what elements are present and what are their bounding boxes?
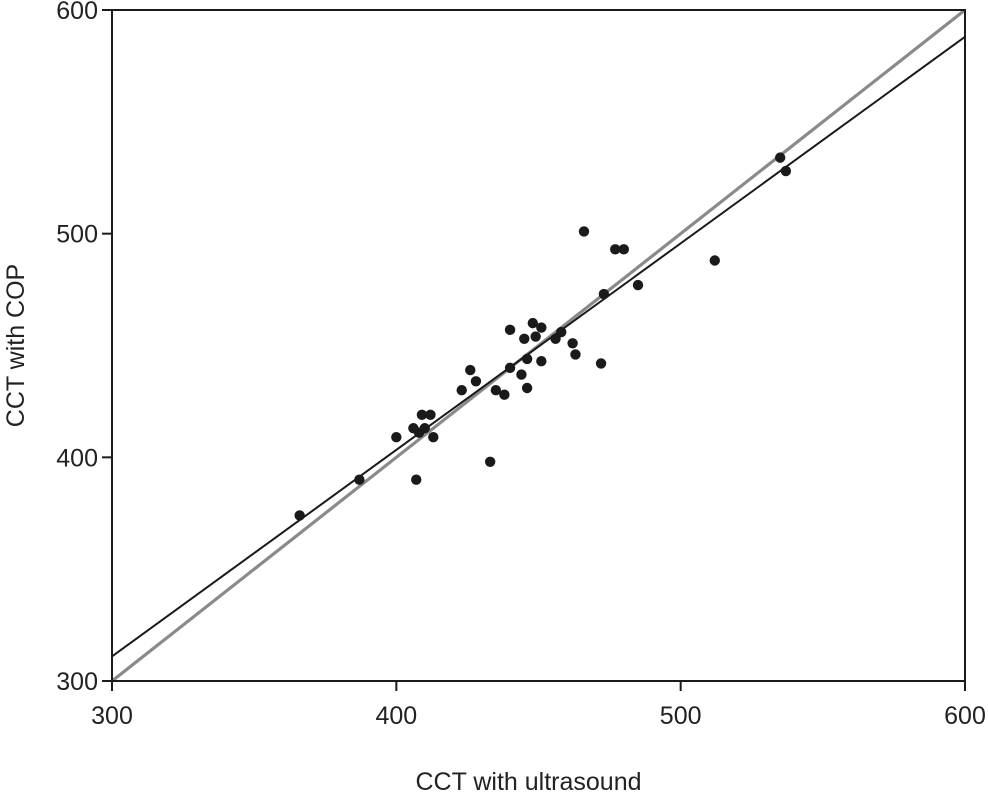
y-axis-label: CCT with COP <box>2 264 30 427</box>
data-point <box>516 369 527 380</box>
data-point <box>567 338 578 349</box>
data-point <box>519 333 530 344</box>
x-tick-label: 600 <box>944 702 986 730</box>
data-point <box>470 376 482 387</box>
data-point <box>521 382 533 394</box>
data-point <box>595 358 607 369</box>
data-point <box>632 279 644 291</box>
data-point <box>570 349 581 360</box>
data-point <box>536 355 547 367</box>
data-point <box>490 385 502 396</box>
data-point <box>774 152 786 163</box>
plot-frame <box>111 9 966 682</box>
x-tick-label: 400 <box>375 702 417 730</box>
y-tick-label: 600 <box>56 0 98 25</box>
regression-line <box>111 36 966 658</box>
ticks-layer: 300 400 500 600 300 400 500 600 <box>56 0 986 730</box>
y-tick-label: 500 <box>56 221 98 249</box>
data-point <box>391 432 402 443</box>
x-axis-label: CCT with ultrasound <box>415 768 641 796</box>
data-point <box>780 165 792 177</box>
data-point <box>456 385 467 396</box>
data-point <box>428 432 439 443</box>
y-tick-label: 300 <box>56 668 98 696</box>
data-point <box>416 409 428 421</box>
data-point <box>499 389 510 400</box>
data-point <box>354 474 365 485</box>
data-point <box>465 364 476 376</box>
data-point <box>294 510 305 521</box>
data-point <box>598 288 610 300</box>
data-point <box>419 423 430 434</box>
data-point <box>536 322 547 333</box>
data-point <box>556 326 567 338</box>
data-point <box>504 362 516 374</box>
data-point <box>425 409 436 421</box>
data-point <box>618 244 629 255</box>
data-point <box>411 474 422 485</box>
data-point <box>527 317 539 329</box>
data-point <box>610 244 621 255</box>
data-point <box>504 324 516 336</box>
data-point <box>484 456 496 468</box>
data-point <box>709 255 720 266</box>
x-tick-label: 300 <box>91 702 133 730</box>
data-point <box>578 226 590 237</box>
y-tick-label: 400 <box>56 444 98 472</box>
x-tick-label: 500 <box>660 702 702 730</box>
marks-layer <box>111 8 966 683</box>
data-point <box>521 353 533 365</box>
data-point <box>530 331 541 342</box>
